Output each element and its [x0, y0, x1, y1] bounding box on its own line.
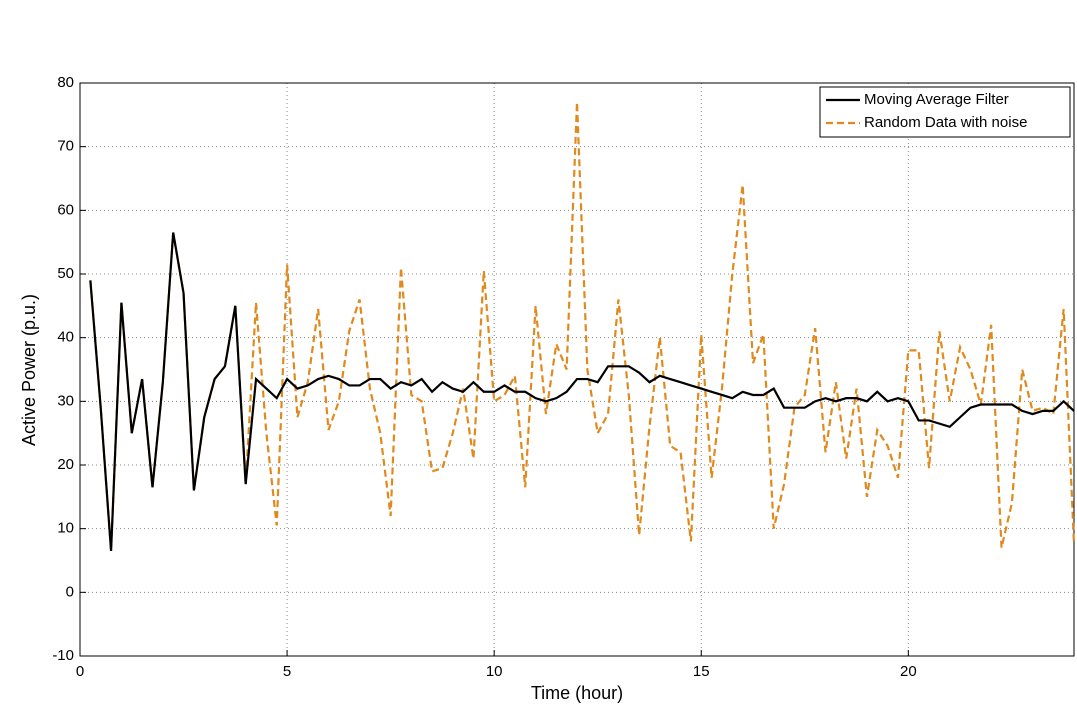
legend-label: Moving Average Filter: [864, 91, 1009, 108]
y-tick-label: 10: [57, 520, 74, 537]
x-tick-label: 0: [76, 663, 84, 680]
y-tick-label: 70: [57, 138, 74, 155]
y-axis-label: Active Power (p.u.): [19, 294, 39, 446]
y-tick-label: 80: [57, 74, 74, 91]
y-tick-label: -10: [52, 647, 74, 664]
series-line: [89, 232, 1075, 552]
plot-frame: [79, 82, 1075, 657]
legend-box: [819, 86, 1071, 138]
y-tick-label: 40: [57, 329, 74, 346]
y-tick-label: 20: [57, 456, 74, 473]
x-axis-label: Time (hour): [531, 683, 623, 703]
x-tick-label: 5: [283, 663, 291, 680]
legend-label: Random Data with noise: [864, 114, 1027, 131]
x-tick-label: 10: [486, 663, 503, 680]
y-tick-label: 0: [66, 583, 74, 600]
x-tick-label: 20: [900, 663, 917, 680]
y-tick-label: 30: [57, 392, 74, 409]
x-tick-label: 15: [693, 663, 710, 680]
y-tick-label: 60: [57, 201, 74, 218]
series-line: [89, 102, 1076, 552]
y-tick-label: 50: [57, 265, 74, 282]
